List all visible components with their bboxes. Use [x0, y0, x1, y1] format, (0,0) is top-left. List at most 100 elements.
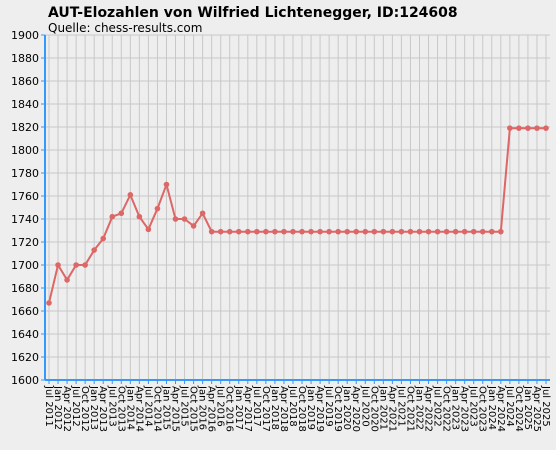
- x-tick-label: Oct 2022: [441, 386, 452, 432]
- x-tick-label: Jan 2022: [413, 385, 424, 430]
- x-tick-label: Jan 2016: [197, 385, 208, 430]
- x-tick-label: Oct 2017: [260, 386, 271, 432]
- x-tick-label: Jan 2014: [124, 385, 135, 430]
- data-point: [299, 228, 305, 235]
- chart-title: AUT-Elozahlen von Wilfried Lichtenegger,…: [48, 5, 458, 21]
- y-tick-label: 1860: [11, 75, 39, 88]
- x-tick-label: Oct 2021: [404, 386, 415, 432]
- y-tick-label: 1880: [11, 52, 39, 65]
- x-tick-label: Jan 2025: [522, 385, 533, 430]
- x-tick-label: Apr 2024: [495, 386, 506, 432]
- x-tick-label: Apr 2017: [242, 386, 253, 432]
- x-tick-label: Apr 2016: [206, 386, 217, 432]
- x-tick-label: Jan 2018: [269, 385, 280, 430]
- x-tick-label: Jul 2011: [43, 385, 54, 427]
- x-tick-label: Jan 2021: [377, 385, 388, 430]
- x-tick-label: Jan 2023: [450, 385, 461, 430]
- data-point: [380, 228, 387, 235]
- x-tick-label: Jul 2021: [395, 385, 406, 427]
- x-tick-label: Jul 2017: [251, 385, 262, 427]
- y-tick-label: 1700: [11, 259, 39, 272]
- y-tick-label: 1900: [11, 29, 39, 42]
- data-point: [479, 228, 486, 235]
- data-point: [371, 228, 378, 235]
- data-point: [344, 228, 351, 235]
- x-tick-label: Jul 2018: [287, 385, 298, 427]
- data-point: [434, 228, 441, 235]
- x-tick-label: Apr 2018: [278, 386, 289, 432]
- data-point: [317, 228, 323, 235]
- x-tick-label: Jul 2024: [504, 385, 515, 427]
- data-point: [498, 228, 504, 235]
- data-point: [362, 228, 369, 235]
- x-tick-label: Apr 2015: [170, 386, 181, 432]
- data-point: [199, 210, 206, 217]
- data-point: [217, 228, 224, 235]
- x-tick-label: Jul 2012: [70, 385, 81, 427]
- data-point: [46, 300, 52, 306]
- data-point: [516, 125, 522, 131]
- data-point: [91, 247, 97, 253]
- x-tick-label: Oct 2016: [224, 386, 235, 432]
- x-tick-label: Jul 2025: [540, 385, 551, 427]
- y-tick-label: 1780: [11, 167, 39, 180]
- data-point: [64, 277, 70, 283]
- y-tick-label: 1660: [11, 305, 39, 318]
- data-point: [353, 228, 360, 235]
- data-point: [154, 205, 161, 212]
- x-tick-label: Apr 2025: [531, 386, 542, 432]
- y-tick-label: 1640: [11, 328, 39, 341]
- x-tick-label: Oct 2014: [151, 386, 162, 432]
- data-point: [398, 228, 405, 235]
- data-point: [443, 228, 450, 235]
- data-point: [263, 228, 269, 235]
- data-point: [82, 262, 88, 268]
- x-tick-label: Jul 2022: [432, 385, 443, 427]
- data-point: [118, 210, 125, 217]
- x-tick-label: Jan 2013: [88, 385, 99, 430]
- data-point: [389, 228, 396, 235]
- y-tick-label: 1600: [11, 374, 39, 387]
- data-point: [488, 228, 495, 235]
- y-tick-label: 1740: [11, 213, 39, 226]
- x-tick-label: Jul 2015: [179, 385, 190, 427]
- axes: [41, 34, 550, 384]
- x-tick-label: Jan 2015: [160, 385, 171, 430]
- data-point: [127, 192, 134, 198]
- x-tick-label: Apr 2012: [61, 386, 72, 432]
- data-point: [326, 228, 332, 235]
- x-tick-label: Oct 2023: [477, 386, 488, 432]
- data-point: [172, 216, 179, 222]
- x-tick-label: Apr 2020: [350, 386, 361, 432]
- y-tick-label: 1760: [11, 190, 39, 203]
- x-tick-label: Oct 2013: [115, 386, 126, 432]
- data-point: [181, 216, 188, 222]
- data-point: [226, 228, 233, 235]
- data-point: [525, 125, 531, 131]
- series-line: [48, 127, 546, 304]
- x-tick-label: Jul 2016: [215, 385, 226, 427]
- data-point: [73, 262, 79, 268]
- data-point: [272, 228, 278, 235]
- data-point: [100, 235, 107, 242]
- data-point: [245, 228, 251, 235]
- x-tick-label: Apr 2021: [386, 386, 397, 432]
- data-point: [254, 228, 260, 235]
- data-point: [145, 226, 152, 233]
- y-tick-label: 1680: [11, 282, 39, 295]
- data-point: [407, 228, 414, 235]
- data-point: [109, 213, 116, 220]
- x-tick-label: Apr 2022: [423, 386, 434, 432]
- x-tick-label: Apr 2014: [133, 386, 144, 432]
- x-tick-label: Apr 2013: [97, 386, 108, 432]
- x-tick-label: Jan 2012: [52, 385, 63, 430]
- data-point: [461, 228, 468, 235]
- tick-labels: 1600 1620 1640 1660 1680 1700 1720 1740 1760 1780…: [11, 29, 551, 432]
- data-point: [507, 125, 513, 131]
- y-tick-label: 1620: [11, 351, 39, 364]
- x-tick-label: Jul 2020: [359, 385, 370, 427]
- data-point: [163, 181, 170, 188]
- y-tick-label: 1820: [11, 121, 39, 134]
- chart-subtitle: Quelle: chess-results.com: [48, 21, 202, 35]
- data-point: [55, 262, 61, 268]
